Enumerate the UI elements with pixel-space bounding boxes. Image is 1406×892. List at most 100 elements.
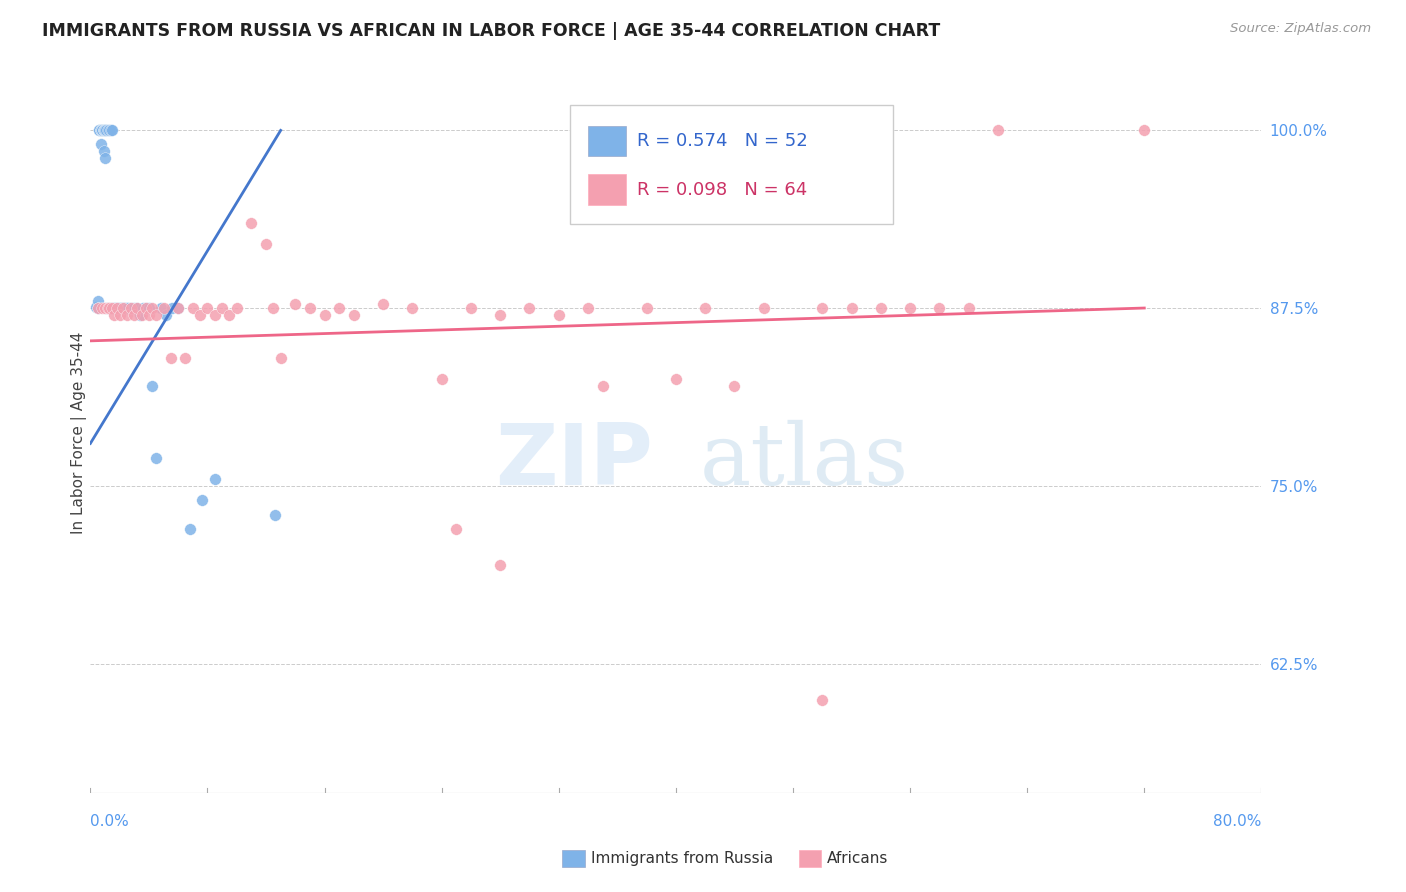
Point — [86, 301, 108, 315]
Text: Africans: Africans — [827, 852, 889, 866]
Point — [460, 301, 482, 315]
Point — [270, 351, 292, 365]
Text: 80.0%: 80.0% — [1213, 814, 1261, 829]
Point — [841, 301, 863, 315]
Point — [723, 379, 745, 393]
Point — [145, 308, 167, 322]
Point — [576, 301, 599, 315]
Point — [89, 123, 111, 137]
Text: Source: ZipAtlas.com: Source: ZipAtlas.com — [1230, 22, 1371, 36]
Point — [430, 372, 453, 386]
Text: ZIP: ZIP — [495, 420, 652, 503]
Point — [167, 301, 190, 315]
Point — [240, 216, 263, 230]
Point — [115, 308, 138, 322]
Point — [145, 450, 167, 465]
Point — [167, 301, 190, 315]
Text: IMMIGRANTS FROM RUSSIA VS AFRICAN IN LABOR FORCE | AGE 35-44 CORRELATION CHART: IMMIGRANTS FROM RUSSIA VS AFRICAN IN LAB… — [42, 22, 941, 40]
Point — [665, 372, 688, 386]
Point — [105, 301, 128, 315]
Point — [811, 693, 834, 707]
Point — [174, 351, 197, 365]
Point — [96, 123, 118, 137]
Point — [111, 301, 134, 315]
Point — [811, 301, 834, 315]
Point — [225, 301, 247, 315]
Text: atlas: atlas — [699, 420, 908, 503]
Point — [298, 301, 321, 315]
Point — [96, 301, 118, 315]
Point — [90, 123, 112, 137]
Point — [115, 301, 138, 315]
Point — [120, 301, 142, 315]
Text: 0.0%: 0.0% — [90, 814, 129, 829]
Point — [110, 301, 132, 315]
Point — [162, 301, 184, 315]
Bar — [588, 126, 626, 156]
Point — [752, 301, 775, 315]
Point — [695, 301, 717, 315]
Point — [104, 301, 127, 315]
Point — [86, 293, 108, 308]
Point — [204, 472, 226, 486]
Point — [155, 308, 177, 322]
Y-axis label: In Labor Force | Age 35-44: In Labor Force | Age 35-44 — [72, 332, 87, 534]
Point — [91, 123, 114, 137]
Point — [489, 558, 512, 572]
Point — [112, 301, 135, 315]
Point — [135, 301, 157, 315]
Point — [111, 301, 134, 315]
Point — [94, 123, 117, 137]
Point — [181, 301, 204, 315]
Point — [141, 379, 163, 393]
Point — [138, 301, 160, 315]
Point — [129, 308, 152, 322]
Point — [93, 123, 115, 137]
Point — [190, 493, 212, 508]
Point — [188, 308, 211, 322]
Point — [149, 301, 172, 315]
Point — [100, 123, 122, 137]
Point — [94, 152, 117, 166]
Bar — [799, 850, 821, 867]
Point — [127, 301, 149, 315]
Point — [103, 301, 125, 315]
Point — [93, 145, 115, 159]
Point — [120, 301, 142, 315]
Point — [114, 301, 136, 315]
Point — [97, 301, 120, 315]
Point — [446, 522, 468, 536]
Point — [97, 301, 120, 315]
Point — [519, 301, 541, 315]
Point — [86, 301, 108, 315]
Point — [89, 123, 111, 137]
Point — [152, 301, 174, 315]
Point — [179, 522, 201, 536]
Point — [97, 123, 120, 137]
Point — [103, 308, 125, 322]
Point — [108, 308, 131, 322]
Point — [131, 308, 153, 322]
Point — [122, 301, 145, 315]
Point — [135, 301, 157, 315]
Point — [98, 301, 121, 315]
Point — [197, 301, 219, 315]
Point — [132, 301, 155, 315]
Point — [107, 301, 129, 315]
Point — [84, 300, 107, 314]
Point — [127, 301, 149, 315]
Point — [987, 123, 1010, 137]
Point — [262, 301, 284, 315]
Point — [90, 137, 112, 152]
Point — [371, 297, 394, 311]
Point — [401, 301, 423, 315]
Text: Immigrants from Russia: Immigrants from Russia — [591, 852, 773, 866]
Point — [898, 301, 921, 315]
Point — [101, 301, 124, 315]
Text: R = 0.574   N = 52: R = 0.574 N = 52 — [637, 132, 808, 150]
Point — [1133, 123, 1156, 137]
Point — [343, 308, 366, 322]
Bar — [562, 850, 585, 867]
Point — [94, 301, 117, 315]
Point — [101, 123, 124, 137]
